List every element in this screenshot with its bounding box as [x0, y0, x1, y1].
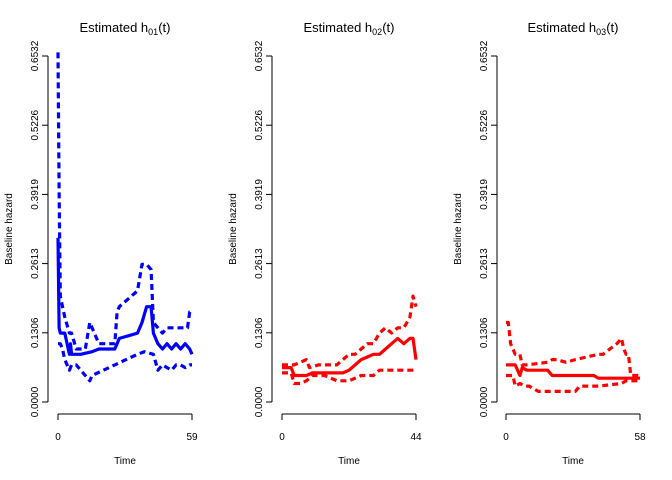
y-tick-label: 0.6532	[254, 40, 265, 71]
y-axis-label: Baseline hazard	[453, 193, 464, 265]
y-tick-label: 0.0000	[30, 386, 41, 417]
chart-title: Estimated h03(t)	[528, 20, 619, 37]
y-tick-label: 0.2613	[254, 248, 265, 279]
x-tick-label: 58	[634, 432, 646, 443]
y-tick-label: 0.2613	[479, 248, 490, 279]
x-tick-label: 59	[186, 432, 198, 443]
y-axis-label: Baseline hazard	[228, 193, 239, 265]
y-tick-label: 0.0000	[254, 386, 265, 417]
series-upper	[282, 294, 418, 370]
y-tick-label: 0.5226	[479, 109, 490, 140]
y-tick-label: 0.6532	[479, 40, 490, 71]
y-tick-label: 0.3919	[254, 179, 265, 210]
x-axis-label: Time	[562, 456, 584, 467]
y-tick-label: 0.3919	[30, 179, 41, 210]
series-estimate	[282, 336, 418, 378]
series-lower	[506, 373, 640, 393]
chart-title: Estimated h02(t)	[304, 20, 395, 37]
y-tick-label: 0.0000	[479, 386, 490, 417]
series-upper	[506, 320, 640, 378]
chart-panel-3: Estimated h03(t) 0.0000 0.1306 0.2613 0.3919…	[453, 20, 646, 467]
x-axis-label: Time	[338, 456, 360, 467]
y-tick-label: 0.1306	[30, 317, 41, 348]
x-tick-label: 0	[55, 432, 61, 443]
chart-panel-1: Estimated h01(t) 0.0000 0.1306 0.2613 0.3919…	[4, 20, 198, 467]
series-lower	[58, 342, 192, 383]
series-upper	[56, 52, 192, 351]
chart-panel-2: Estimated h02(t) 0.0000 0.1306 0.2613 0.3919…	[228, 20, 422, 467]
y-tick-label: 0.1306	[254, 317, 265, 348]
y-tick-label: 0.2613	[30, 248, 41, 279]
x-tick-label: 0	[503, 432, 509, 443]
y-tick-label: 0.5226	[254, 109, 265, 140]
y-tick-label: 0.5226	[30, 109, 41, 140]
y-tick-label: 0.3919	[479, 179, 490, 210]
x-tick-label: 0	[279, 432, 285, 443]
x-axis-label: Time	[114, 456, 136, 467]
series-estimate	[506, 363, 640, 380]
series-estimate	[56, 237, 194, 356]
chart-title: Estimated h01(t)	[80, 20, 171, 37]
x-tick-label: 44	[410, 432, 422, 443]
y-axis-label: Baseline hazard	[4, 193, 15, 265]
y-tick-label: 0.1306	[479, 317, 490, 348]
series-lower	[282, 368, 416, 386]
y-tick-label: 0.6532	[30, 40, 41, 71]
